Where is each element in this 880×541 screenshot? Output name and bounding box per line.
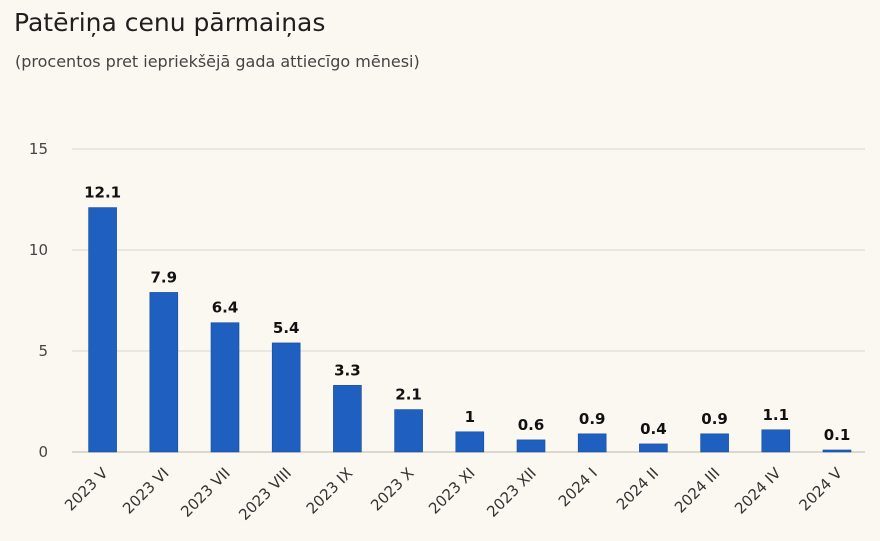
chart-subtitle: (procentos pret iepriekšējā gada attiecī…	[15, 52, 420, 71]
gridlines	[72, 148, 865, 453]
bar	[577, 433, 607, 453]
data-label: 12.1	[84, 184, 121, 202]
data-label: 5.4	[273, 319, 300, 337]
data-label: 6.4	[212, 299, 239, 317]
bar	[455, 431, 485, 453]
y-tick-label: 0	[38, 443, 48, 461]
bar	[700, 433, 729, 453]
x-tick-label: 2023 V	[61, 464, 112, 515]
y-tick-label: 5	[38, 342, 48, 360]
data-label: 1	[465, 408, 475, 426]
x-tick-label: 2024 IV	[731, 464, 785, 518]
x-tick-label: 2023 VI	[119, 464, 172, 517]
bar	[394, 409, 423, 453]
data-label: 3.3	[334, 361, 361, 379]
bar	[333, 385, 362, 453]
data-label: 1.1	[763, 406, 790, 424]
y-tick-label: 15	[29, 140, 48, 158]
y-axis-ticks: 0 5 10 15	[29, 140, 48, 461]
bar	[149, 292, 179, 453]
y-tick-label: 10	[29, 241, 48, 259]
x-tick-label: 2024 II	[613, 464, 662, 513]
chart-title: Patēriņa cenu pārmaiņas	[14, 8, 326, 37]
x-tick-label: 2024 I	[555, 464, 601, 510]
x-tick-label: 2023 VIII	[235, 464, 295, 524]
data-label: 0.9	[579, 410, 606, 428]
data-label: 0.6	[518, 416, 545, 434]
x-tick-label: 2023 XI	[425, 464, 478, 517]
bar	[210, 322, 240, 453]
bar	[761, 429, 791, 453]
x-tick-label: 2023 VII	[177, 464, 234, 521]
bars	[88, 207, 852, 453]
x-tick-label: 2023 X	[367, 464, 417, 514]
x-axis-ticks: 2023 V 2023 VI 2023 VII 2023 VIII 2023 IX 202…	[61, 464, 846, 524]
bar	[88, 207, 117, 453]
x-tick-label: 2023 XII	[483, 464, 540, 521]
x-tick-label: 2024 III	[671, 464, 723, 516]
bar	[516, 439, 546, 453]
x-tick-label: 2023 IX	[303, 464, 356, 517]
bar	[639, 443, 668, 453]
data-label: 7.9	[151, 268, 178, 286]
data-labels: 12.1 7.9 6.4 5.4 3.3 2.1 1 0.6 0.9 0.4 0.9 1.1 0.1	[84, 184, 850, 444]
x-tick-label: 2024 V	[795, 464, 846, 515]
data-label: 0.9	[701, 410, 728, 428]
data-label: 0.4	[640, 420, 667, 438]
bar	[822, 449, 852, 453]
data-label: 2.1	[395, 386, 422, 404]
bar	[271, 342, 301, 453]
data-label: 0.1	[824, 426, 851, 444]
